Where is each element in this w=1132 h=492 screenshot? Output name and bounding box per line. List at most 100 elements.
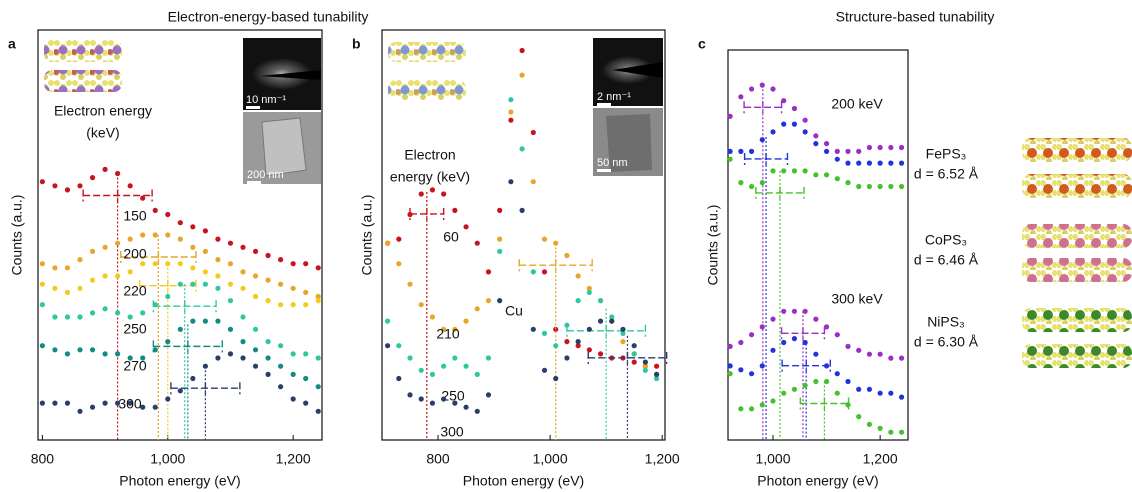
data-point <box>303 400 309 406</box>
data-point <box>278 384 284 390</box>
error-bar <box>170 382 241 395</box>
data-point <box>813 351 819 357</box>
data-point <box>441 191 447 197</box>
data-point <box>597 298 604 304</box>
data-point <box>866 386 873 392</box>
data-point <box>115 351 121 357</box>
data-point <box>463 404 469 410</box>
data-point <box>127 236 133 242</box>
data-point <box>564 355 570 361</box>
data-point <box>303 351 309 357</box>
data-point <box>474 371 480 377</box>
data-point <box>215 285 221 291</box>
error-bar <box>587 351 668 364</box>
data-point <box>278 343 284 349</box>
data-point <box>177 281 183 287</box>
data-point <box>463 363 469 369</box>
data-point <box>115 400 121 406</box>
data-point <box>115 310 121 316</box>
data-point <box>759 180 765 186</box>
data-point <box>177 236 183 242</box>
scale-bar-label: 200 nm <box>247 169 284 181</box>
data-point <box>541 269 548 275</box>
data-point <box>89 277 96 283</box>
error-bar <box>743 152 789 165</box>
data-point <box>290 371 296 377</box>
data-point <box>303 375 309 382</box>
data-point <box>791 336 798 342</box>
data-point <box>553 375 559 382</box>
plot-frame <box>37 29 323 441</box>
group-label: 200 keV <box>831 96 883 112</box>
data-point <box>278 257 284 263</box>
data-point <box>845 148 851 154</box>
data-point <box>802 339 808 346</box>
error-bar <box>566 324 647 337</box>
data-point <box>530 269 536 275</box>
data-point <box>888 183 894 190</box>
data-point <box>39 179 45 185</box>
data-point <box>418 396 424 402</box>
panel-letter: b <box>352 36 361 52</box>
data-point <box>642 359 648 365</box>
data-point <box>152 232 158 238</box>
data-point <box>759 324 765 330</box>
data-point <box>240 244 246 250</box>
data-point <box>177 261 183 267</box>
x-tick-label: 1,000 <box>533 451 568 467</box>
data-point <box>215 257 221 263</box>
data-point <box>202 281 208 287</box>
data-point <box>791 105 798 112</box>
data-point <box>202 318 208 324</box>
data-point <box>265 277 271 283</box>
data-point <box>888 390 894 396</box>
legend-detail: d = 6.52 Å <box>914 166 979 182</box>
data-point <box>315 293 321 300</box>
y-axis-label: Counts (a.u.) <box>9 195 25 276</box>
data-point <box>759 402 765 408</box>
data-point <box>845 160 851 166</box>
data-point <box>165 232 171 238</box>
data-point <box>813 378 819 385</box>
data-point <box>642 367 648 373</box>
error-bar <box>409 207 445 220</box>
data-point <box>564 252 570 259</box>
data-point <box>64 400 71 406</box>
data-point <box>856 183 862 190</box>
data-point <box>290 261 296 267</box>
data-point <box>407 281 413 287</box>
data-point <box>190 281 196 287</box>
data-point <box>802 117 808 123</box>
data-point <box>177 388 183 394</box>
data-point <box>265 371 271 377</box>
x-tick-label: 1,200 <box>276 451 311 467</box>
data-point <box>452 207 458 213</box>
series-label: 200 <box>123 246 147 262</box>
data-point <box>748 183 755 190</box>
data-point <box>877 160 883 166</box>
data-point <box>227 298 234 304</box>
data-point <box>290 302 296 308</box>
legend-name: FePS₃ <box>926 146 967 162</box>
data-point <box>290 351 296 357</box>
data-point <box>823 172 830 178</box>
data-point <box>519 207 525 213</box>
data-point <box>575 273 581 279</box>
data-point <box>727 156 733 162</box>
data-point <box>738 406 744 412</box>
error-bar <box>152 340 224 353</box>
data-point <box>89 175 96 181</box>
y-axis-label: Counts (a.u.) <box>705 205 721 286</box>
data-point <box>856 148 862 154</box>
data-point <box>39 302 45 308</box>
data-point <box>429 400 436 406</box>
data-point <box>52 347 58 353</box>
data-point <box>441 396 447 402</box>
data-point <box>52 400 58 406</box>
data-point <box>631 351 637 357</box>
data-point <box>727 371 733 377</box>
data-point <box>396 261 402 267</box>
data-point <box>64 289 71 295</box>
plot-frame <box>381 29 666 441</box>
data-point <box>152 404 158 410</box>
